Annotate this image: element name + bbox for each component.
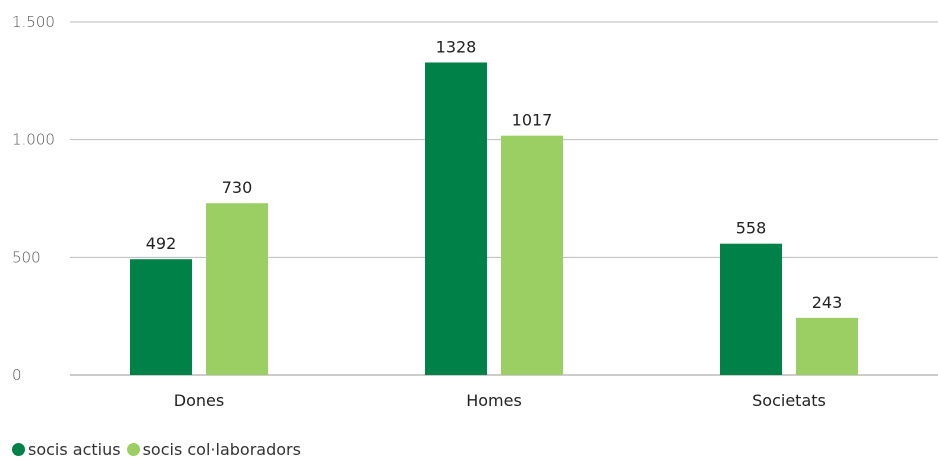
data-label: 558 — [736, 219, 767, 238]
y-tick-label: 500 — [12, 248, 41, 266]
category-label: Societats — [752, 391, 826, 410]
bar-homes-series-0 — [425, 62, 487, 376]
data-label: 1017 — [512, 111, 553, 130]
legend-label-socis-actius: socis actius — [28, 440, 121, 459]
bar-dones-series-0 — [130, 259, 192, 375]
legend-label-socis-collaboradors: socis col·laboradors — [142, 440, 301, 459]
legend: socis actius socis col·laboradors — [12, 440, 307, 459]
bar-homes-series-1 — [501, 135, 563, 375]
bar-chart: 0 500 1.000 1.500 492 730 Dones 1328 1017 Homes 55… — [12, 13, 938, 410]
legend-swatch-socis-collaboradors — [126, 443, 140, 456]
legend-item-socis-collaboradors: socis col·laboradors — [126, 440, 301, 459]
data-label: 492 — [146, 234, 177, 253]
bar-societats-series-0 — [720, 243, 782, 375]
data-label: 243 — [812, 293, 843, 312]
category-label: Homes — [466, 391, 522, 410]
bar-societats-series-1 — [796, 317, 858, 375]
data-label: 730 — [222, 178, 253, 197]
bar-dones-series-1 — [206, 203, 268, 375]
data-label: 1328 — [436, 37, 477, 56]
y-tick-label: 0 — [12, 366, 22, 384]
y-tick-label: 1.000 — [12, 131, 55, 149]
y-tick-label: 1.500 — [12, 13, 55, 31]
legend-item-socis-actius: socis actius — [12, 440, 121, 459]
category-label: Dones — [174, 391, 224, 410]
legend-swatch-socis-actius — [12, 443, 25, 456]
